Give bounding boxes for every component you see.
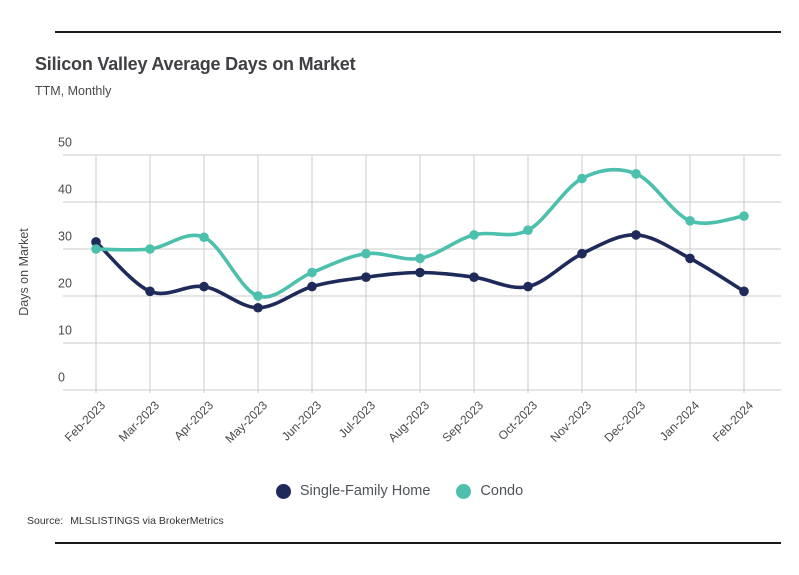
data-point-condo (523, 225, 533, 235)
x-tick-label: Sep-2023 (439, 398, 486, 445)
data-point-condo (361, 248, 371, 259)
data-point-condo (253, 291, 263, 301)
legend-item-condo: Condo (456, 483, 523, 499)
x-tick-label: Apr-2023 (171, 398, 216, 443)
x-tick-label: Feb-2023 (62, 398, 108, 444)
data-point-condo (631, 169, 641, 179)
data-point-single-family-home (91, 237, 101, 247)
x-tick-label: May-2023 (222, 398, 270, 446)
y-tick-label: 10 (58, 324, 72, 338)
data-point-condo (145, 244, 155, 254)
data-point-condo (91, 244, 101, 254)
data-point-condo (685, 216, 695, 226)
legend-label-single-family-home: Single-Family Home (299, 483, 431, 499)
x-tick-label: Mar-2023 (116, 398, 162, 444)
y-tick-label: 0 (58, 371, 65, 385)
data-point-condo (469, 230, 479, 240)
source-value: MLSLISTINGS via BrokerMetrics (70, 515, 224, 527)
data-point-condo (307, 267, 317, 278)
data-point-single-family-home (685, 253, 695, 264)
x-tick-label: Jul-2023 (336, 398, 379, 441)
x-tick-label: Jun-2023 (279, 398, 325, 444)
data-point-single-family-home (523, 281, 533, 292)
data-point-single-family-home (469, 272, 479, 283)
y-tick-label: 50 (58, 136, 72, 150)
legend-label-condo: Condo (480, 483, 524, 499)
data-point-condo (415, 253, 425, 264)
data-point-single-family-home (253, 302, 263, 313)
data-point-single-family-home (415, 267, 425, 278)
data-point-condo (199, 232, 209, 243)
data-point-single-family-home (577, 248, 587, 259)
x-tick-label: Dec-2023 (601, 398, 648, 445)
legend-dot-single-family-home (275, 483, 291, 499)
source-note: Source: MLSLISTINGS via BrokerMetrics (27, 515, 224, 527)
data-point-single-family-home (361, 272, 371, 283)
chart-title: Silicon Valley Average Days on Market (35, 54, 356, 74)
data-point-single-family-home (631, 230, 641, 240)
data-point-single-family-home (199, 281, 209, 292)
data-point-single-family-home (307, 281, 317, 292)
legend-item-single-family-home: Single-Family Home (275, 483, 431, 499)
top-rule (55, 31, 781, 33)
chart-legend: Single-Family Home Condo (0, 483, 799, 499)
data-point-single-family-home (145, 286, 155, 297)
y-tick-label: 30 (58, 230, 72, 244)
chart-subtitle: TTM, Monthly (35, 84, 112, 98)
data-point-single-family-home (739, 286, 749, 297)
bottom-rule (55, 542, 781, 544)
y-tick-label: 40 (58, 183, 72, 197)
y-axis-title: Days on Market (17, 228, 31, 316)
x-tick-label: Oct-2023 (495, 398, 540, 443)
x-tick-label: Feb-2024 (710, 398, 756, 444)
x-tick-label: Aug-2023 (385, 398, 432, 445)
data-point-condo (577, 173, 587, 184)
x-tick-label: Nov-2023 (547, 398, 594, 445)
y-tick-label: 20 (58, 277, 72, 291)
source-label: Source: (27, 515, 64, 527)
legend-dot-condo (456, 483, 472, 499)
x-tick-label: Jan-2024 (657, 398, 703, 444)
data-point-condo (739, 211, 749, 221)
